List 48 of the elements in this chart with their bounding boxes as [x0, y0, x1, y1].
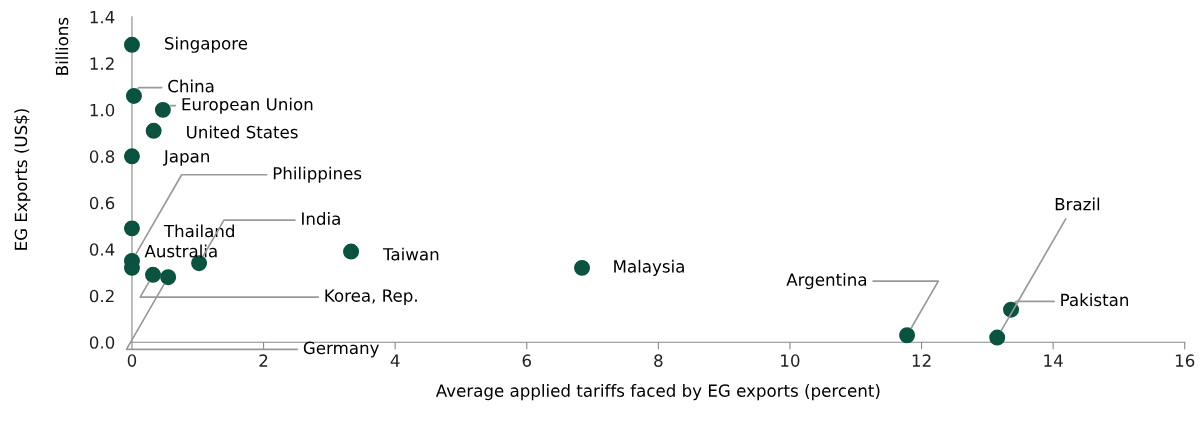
- annotation: Australia: [144, 244, 217, 258]
- point: [123, 148, 140, 165]
- point: [899, 327, 916, 344]
- x-tick-label: 2: [259, 354, 268, 367]
- x-tick-label: 10: [781, 354, 800, 367]
- point: [574, 259, 590, 276]
- annotation: Pakistan: [1061, 293, 1129, 307]
- y-tick-label: 1.0: [90, 103, 115, 117]
- point: [160, 269, 177, 286]
- x-tick-label: 12: [912, 354, 931, 367]
- annotation: Brazil: [1055, 197, 1100, 211]
- annotation: Malaysia: [614, 259, 684, 276]
- annotation: China: [168, 79, 214, 93]
- x-tick-label: 6: [522, 354, 531, 367]
- x-tick-label: 0: [127, 354, 137, 367]
- y-tick-label: 0.6: [89, 196, 115, 210]
- y-tick-label: 0.4: [89, 243, 115, 256]
- point: [343, 243, 360, 260]
- annotation: European Union: [182, 97, 313, 114]
- annotation: Singapore: [165, 36, 248, 53]
- y-tick-label: 0.8: [89, 150, 115, 163]
- y-tick-label: 0.0: [89, 336, 115, 349]
- point: [123, 36, 140, 53]
- x-tick-label: 4: [390, 354, 400, 367]
- annotation: Germany: [303, 341, 379, 358]
- x-tick-label: 8: [654, 354, 663, 367]
- text: Billions: [55, 17, 69, 75]
- point: [989, 329, 1006, 346]
- y-axis-title: EG Exports (US$): [14, 109, 31, 250]
- point: [123, 220, 140, 237]
- y-tick-label: 1.2: [90, 57, 114, 70]
- y-tick-label: 1.4: [90, 11, 115, 24]
- point: [145, 122, 162, 139]
- annotation: India: [302, 212, 340, 225]
- annotation: Japan: [163, 150, 209, 166]
- annotation: Taiwan: [382, 247, 439, 261]
- x-tick-label: 16: [1175, 354, 1195, 367]
- y-tick-label: 0.2: [89, 289, 114, 303]
- x-tick-label: 14: [1044, 354, 1063, 367]
- annotation: Philippines: [273, 166, 362, 183]
- annotation: Argentina: [786, 273, 867, 290]
- point: [145, 266, 161, 283]
- annotation: Thailand: [163, 224, 234, 238]
- point: [125, 87, 142, 104]
- annotation: Korea, Rep.: [325, 289, 417, 306]
- annotation: United States: [187, 125, 298, 139]
- x-axis-title: Average applied tariffs faced by EG exports (percent): [435, 384, 880, 401]
- point: [154, 101, 171, 118]
